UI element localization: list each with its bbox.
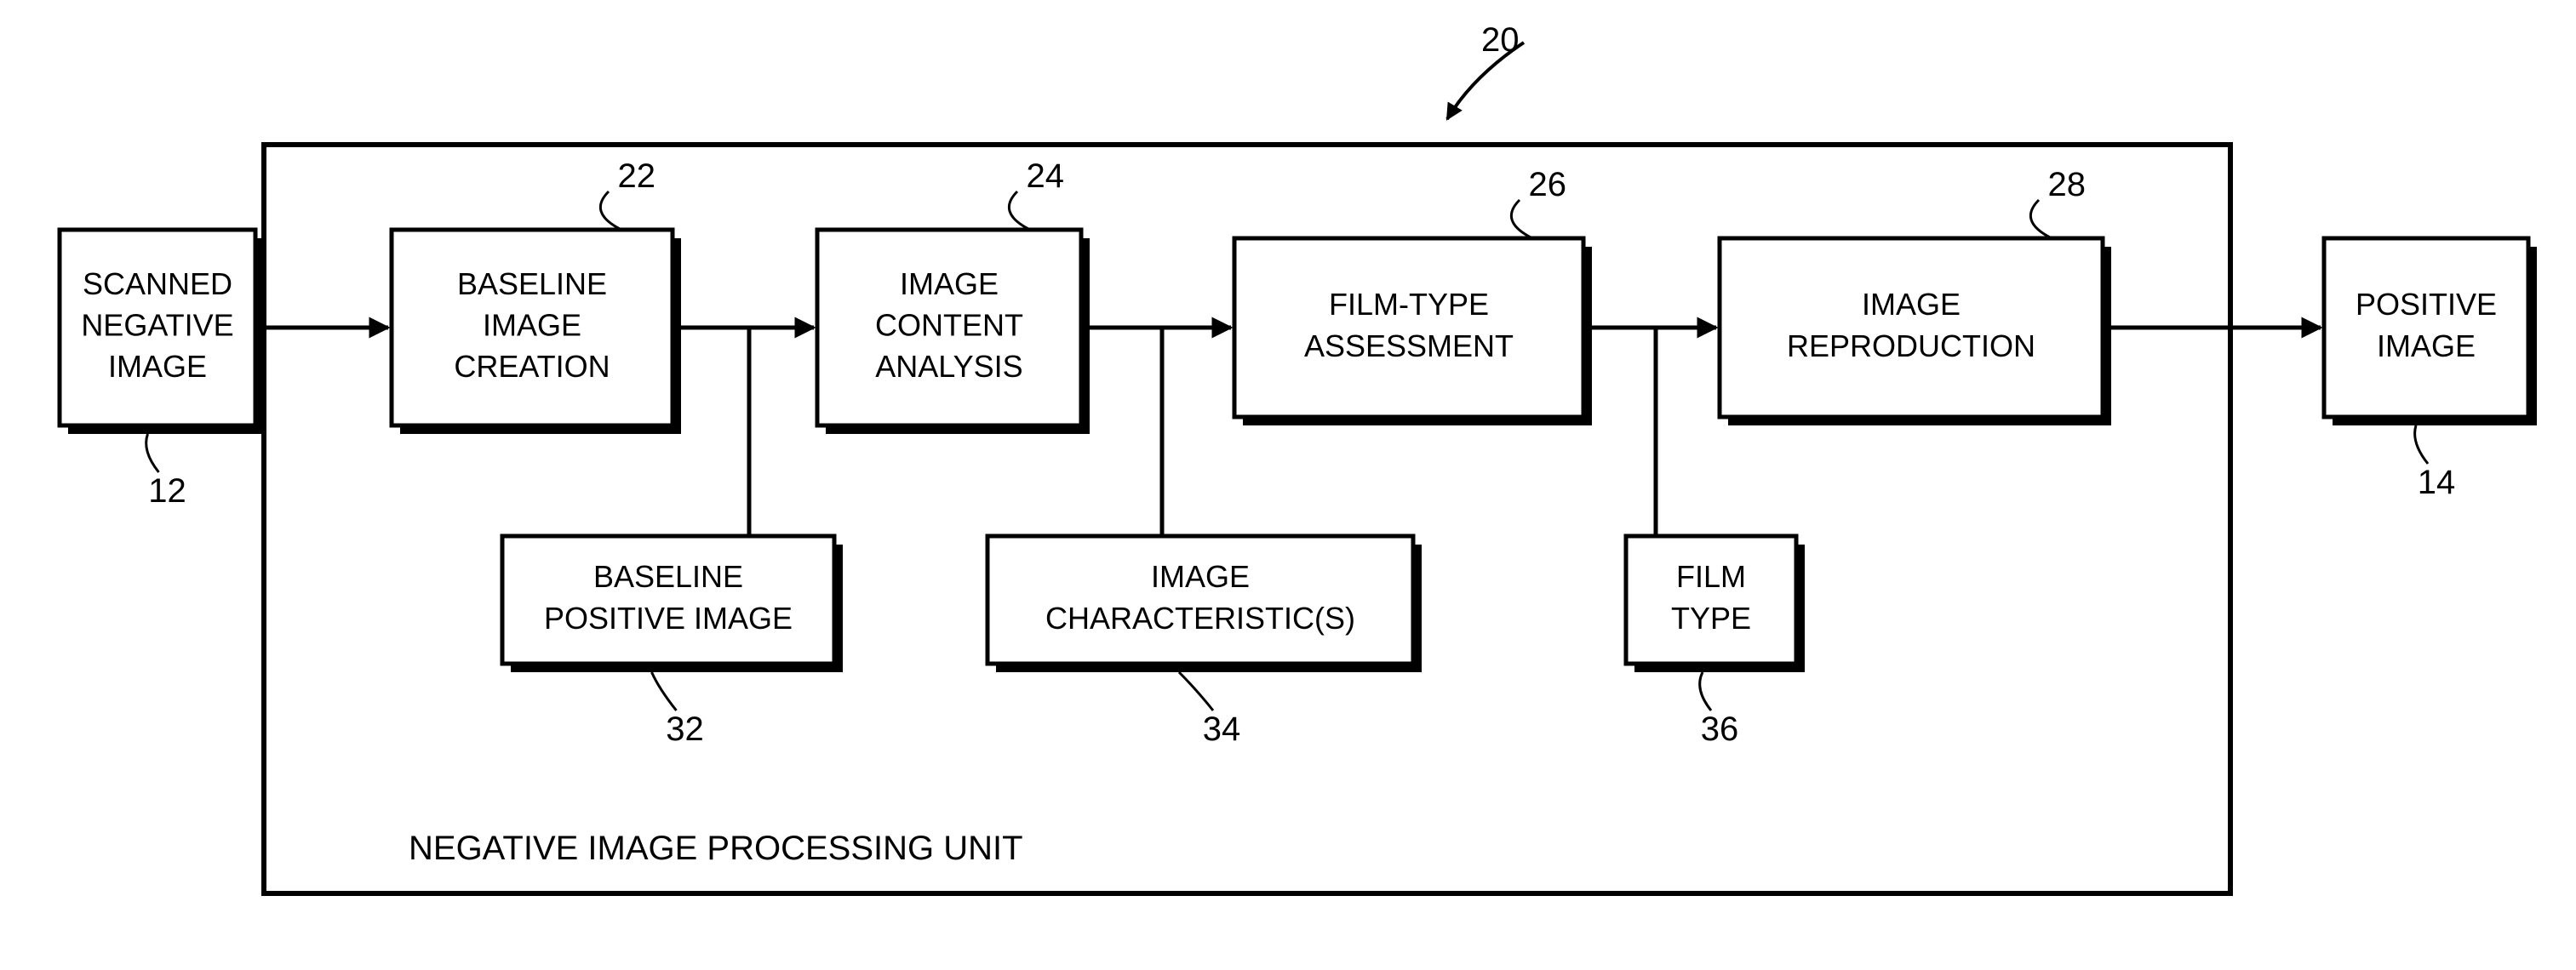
ref-22: 22 — [618, 157, 656, 195]
ref-36: 36 — [1701, 710, 1739, 748]
ref-20: 20 — [1481, 21, 1520, 59]
box-scanned-line1: NEGATIVE — [81, 308, 233, 343]
ref-28: 28 — [2048, 166, 2087, 203]
box-positive-line1: IMAGE — [2377, 328, 2476, 363]
box-scanned-line0: SCANNED — [83, 266, 232, 301]
ref-24: 24 — [1027, 157, 1065, 195]
box-imgchar-line1: CHARACTERISTIC(S) — [1045, 601, 1355, 636]
ref-26: 26 — [1529, 166, 1567, 203]
box-baseline: BASELINE IMAGE CREATION 22 — [392, 157, 681, 434]
box-scanned: SCANNED NEGATIVE IMAGE 12 — [60, 230, 264, 510]
box-imgchar-line0: IMAGE — [1151, 559, 1250, 594]
box-bposimg: BASELINE POSITIVE IMAGE 32 — [502, 536, 843, 748]
ref-34: 34 — [1203, 710, 1241, 748]
ref-22-leader — [600, 191, 621, 230]
box-scanned-line2: IMAGE — [108, 349, 207, 384]
ref-14-leader — [2415, 425, 2428, 464]
box-content-line1: CONTENT — [875, 308, 1023, 343]
box-bposimg-line0: BASELINE — [593, 559, 743, 594]
box-repro-line0: IMAGE — [1862, 287, 1961, 322]
ref-36-leader — [1700, 672, 1711, 710]
box-content-line0: IMAGE — [900, 266, 999, 301]
box-baseline-line1: IMAGE — [483, 308, 581, 343]
box-positive-line0: POSITIVE — [2356, 287, 2497, 322]
box-filmtype-line0: FILM-TYPE — [1329, 287, 1489, 322]
box-ftype-line1: TYPE — [1671, 601, 1751, 636]
box-positive: POSITIVE IMAGE 14 — [2324, 238, 2537, 501]
ref-14: 14 — [2418, 464, 2456, 501]
box-content: IMAGE CONTENT ANALYSIS 24 — [817, 157, 1090, 434]
box-filmtype: FILM-TYPE ASSESSMENT 26 — [1234, 166, 1592, 425]
box-content-line2: ANALYSIS — [875, 349, 1022, 384]
ref-26-leader — [1511, 200, 1532, 238]
ref-34-leader — [1179, 672, 1213, 710]
ref-32: 32 — [666, 710, 704, 748]
unit-label: NEGATIVE IMAGE PROCESSING UNIT — [409, 830, 1023, 867]
ref-12-leader — [146, 434, 159, 472]
box-filmtype-line1: ASSESSMENT — [1304, 328, 1514, 363]
ref-24-leader — [1009, 191, 1030, 230]
ref-32-leader — [652, 672, 677, 710]
box-ftype-line0: FILM — [1676, 559, 1746, 594]
box-ftype: FILM TYPE 36 — [1626, 536, 1805, 748]
box-baseline-line2: CREATION — [454, 349, 610, 384]
ref-12: 12 — [148, 472, 186, 510]
box-imgchar: IMAGE CHARACTERISTIC(S) 34 — [987, 536, 1422, 748]
box-repro-line1: REPRODUCTION — [1787, 328, 2035, 363]
box-bposimg-line1: POSITIVE IMAGE — [544, 601, 793, 636]
ref-28-leader — [2030, 200, 2052, 238]
box-baseline-line0: BASELINE — [457, 266, 607, 301]
box-repro: IMAGE REPRODUCTION 28 — [1720, 166, 2111, 425]
